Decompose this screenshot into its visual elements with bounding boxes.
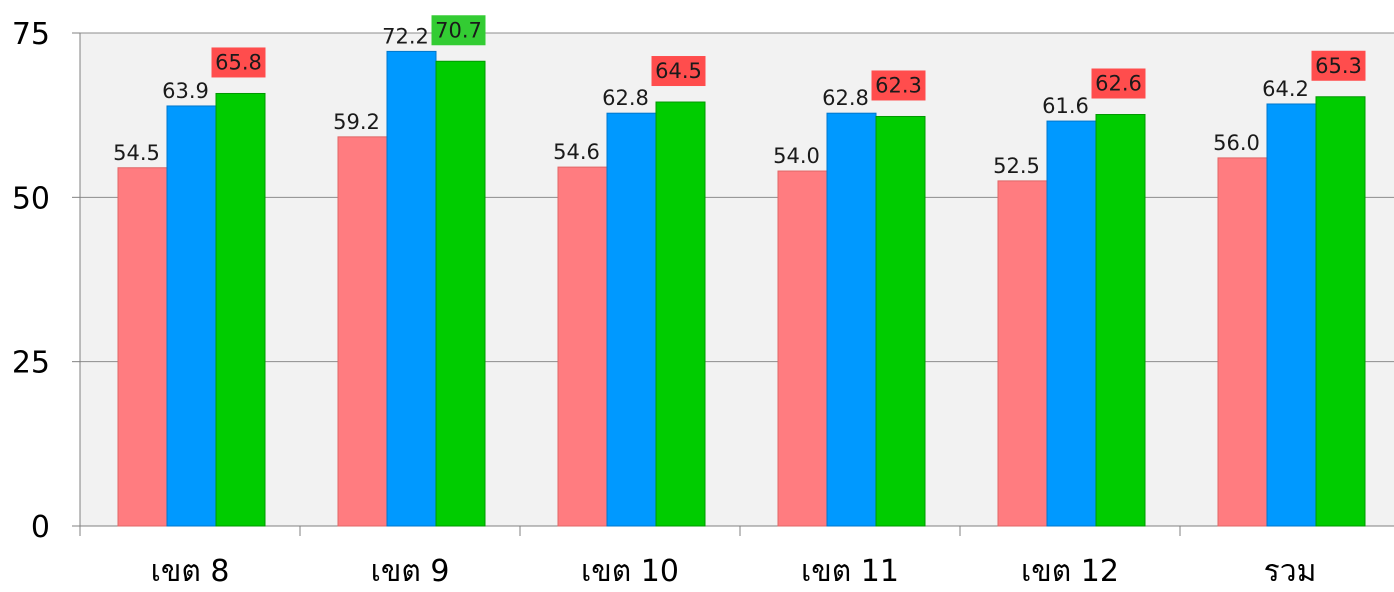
bar [826, 112, 877, 527]
x-category-label: รวม [1264, 554, 1317, 589]
data-label: 62.6 [1095, 72, 1142, 96]
data-label: 65.3 [1315, 54, 1362, 78]
data-label: 54.6 [553, 140, 600, 164]
bar [1217, 157, 1268, 527]
plot-area [80, 33, 1394, 526]
bar [435, 60, 486, 527]
bar [1266, 103, 1317, 527]
y-tick-label: 25 [12, 346, 50, 381]
data-label-box [651, 56, 706, 87]
data-label-box [431, 15, 486, 46]
bar [875, 115, 926, 527]
bar [1046, 120, 1097, 527]
x-category-label: เขต 12 [1021, 554, 1119, 589]
data-label: 62.8 [602, 86, 649, 110]
bar [1095, 114, 1146, 527]
data-label-box [1311, 50, 1366, 81]
bar [166, 105, 217, 527]
bar [337, 136, 388, 527]
data-label: 64.5 [655, 59, 702, 83]
data-label: 61.6 [1042, 94, 1089, 118]
data-label: 62.3 [875, 73, 922, 97]
data-label: 72.2 [382, 24, 429, 48]
data-label: 64.2 [1262, 77, 1309, 101]
y-tick-label: 75 [12, 17, 50, 52]
bar [777, 170, 828, 527]
bar [117, 167, 168, 527]
data-label-box [211, 47, 266, 78]
y-tick-label: 0 [31, 510, 50, 545]
bar [1315, 96, 1366, 527]
bar [557, 166, 608, 527]
x-category-label: เขต 8 [151, 554, 230, 589]
bar [655, 101, 706, 527]
bar [997, 180, 1048, 527]
data-label: 56.0 [1213, 131, 1260, 155]
data-label: 54.0 [773, 144, 820, 168]
x-category-label: เขต 11 [801, 554, 899, 589]
bar [386, 50, 437, 527]
data-label: 63.9 [162, 79, 209, 103]
data-label-box [1091, 68, 1146, 99]
bar [215, 92, 266, 527]
data-label: 52.5 [993, 154, 1040, 178]
bar [606, 112, 657, 527]
data-label-box [871, 70, 926, 101]
x-category-label: เขต 9 [371, 554, 450, 589]
data-label: 54.5 [113, 141, 160, 165]
data-label: 62.8 [822, 86, 869, 110]
x-category-label: เขต 10 [581, 554, 679, 589]
y-tick-label: 50 [12, 181, 50, 216]
data-label: 70.7 [435, 18, 482, 42]
data-label: 65.8 [215, 50, 262, 74]
data-label: 59.2 [333, 110, 380, 134]
